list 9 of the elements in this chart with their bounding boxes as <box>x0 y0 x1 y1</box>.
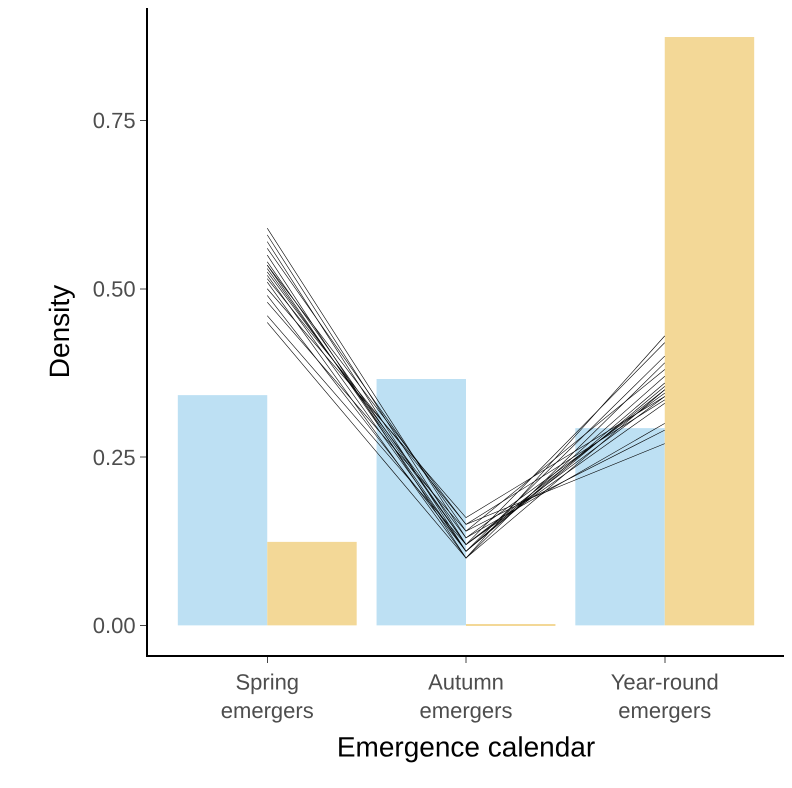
x-tick-label: Autumn emergers <box>420 669 512 723</box>
x-tick-label: Spring emergers <box>220 669 314 723</box>
x-tick-label: Year-round emergers <box>610 669 719 723</box>
y-tick-label: 0.25 <box>92 444 136 470</box>
y-tick-label: 0.50 <box>92 276 136 302</box>
y-tick-label: 0.00 <box>92 613 136 638</box>
y-tick-label: 0.75 <box>92 108 136 134</box>
y-axis-title: Density <box>44 284 75 378</box>
x-axis-title: Emergence calendar <box>336 732 596 763</box>
